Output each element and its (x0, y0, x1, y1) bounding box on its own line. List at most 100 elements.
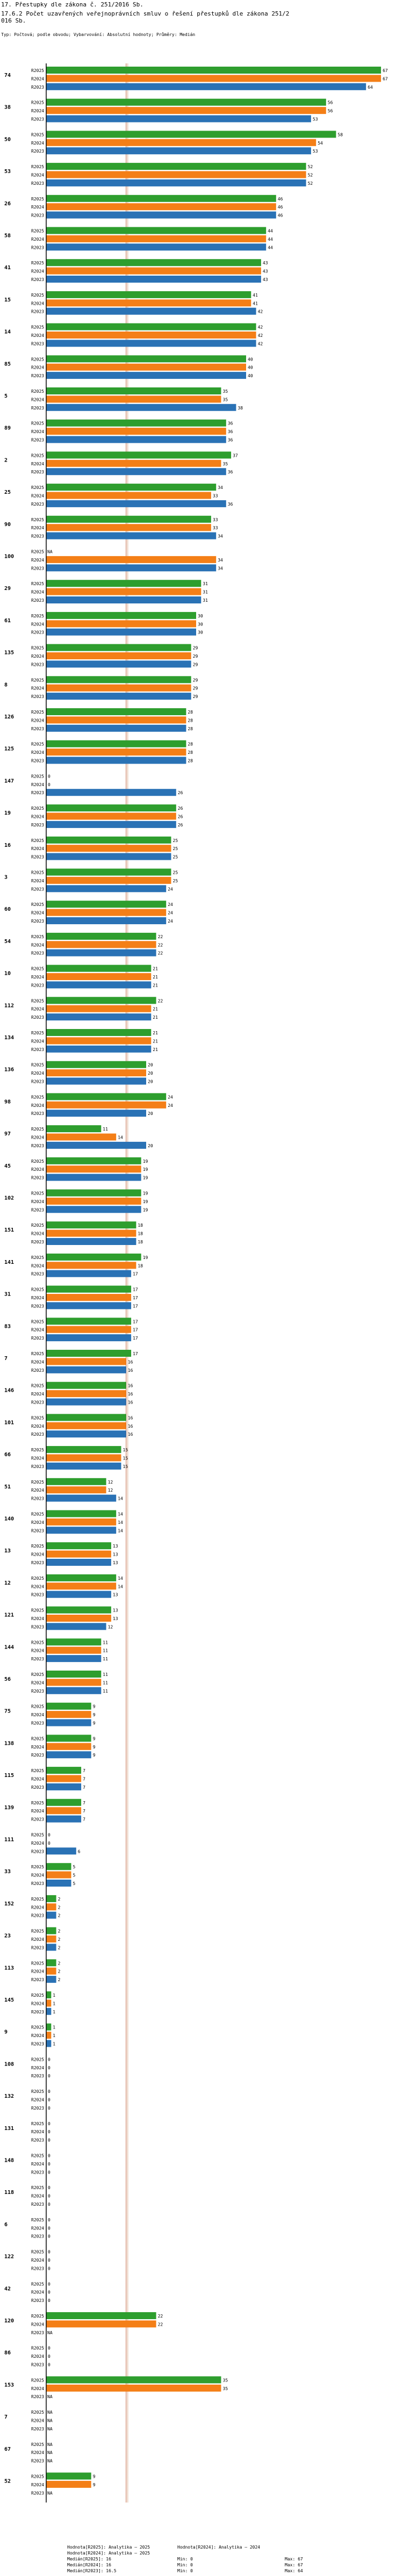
series-label: R2025 (31, 1865, 44, 1869)
value-label: 9 (93, 2474, 96, 2479)
bar (46, 1743, 91, 1750)
series-label: R2024 (31, 1809, 44, 1814)
value-label: 34 (218, 558, 223, 563)
value-label: 35 (223, 462, 228, 466)
value-label: 36 (228, 421, 233, 426)
series-label: R2023 (31, 2363, 44, 2368)
bar (46, 227, 267, 234)
value-label: 22 (158, 2314, 163, 2319)
series-label: R2023 (31, 1207, 44, 1212)
bar (46, 2384, 221, 2392)
legend-line: Hodnota[R2024]: Analytika – 2025 (67, 2551, 150, 2556)
bar (46, 1101, 167, 1109)
series-label: R2024 (31, 1167, 44, 1172)
value-label: 24 (168, 887, 173, 891)
bar (46, 1550, 111, 1558)
value-label: 54 (318, 141, 323, 146)
series-label: R2025 (31, 2089, 44, 2094)
value-label: 21 (153, 975, 158, 980)
value-label: 11 (103, 1640, 108, 1645)
bar (46, 163, 306, 170)
bar (46, 75, 382, 82)
series-label: R2024 (31, 1584, 44, 1589)
bar (46, 1013, 152, 1021)
series-label: R2025 (31, 2218, 44, 2222)
group-label: 51 (4, 1484, 11, 1490)
series-label: R2024 (31, 1937, 44, 1942)
bar (46, 596, 202, 603)
value-label: 25 (173, 838, 178, 843)
value-label: 0 (48, 2363, 51, 2368)
series-label: R2023 (31, 1080, 44, 1084)
group-label: 67 (4, 2447, 11, 2452)
value-label: 19 (143, 1159, 148, 1164)
group-label: 5 (4, 393, 8, 399)
series-label: R2025 (31, 2378, 44, 2383)
value-label: 21 (153, 1031, 158, 1035)
value-label: 0 (48, 2250, 51, 2255)
value-label: 0 (48, 2298, 51, 2303)
bar (46, 115, 311, 123)
value-label: 1 (53, 2025, 55, 2030)
value-label: 2 (58, 1929, 61, 1934)
bar (46, 981, 152, 989)
bar (46, 708, 186, 715)
bar (46, 419, 226, 427)
value-label: 9 (93, 1721, 96, 1726)
series-label: R2025 (31, 293, 44, 298)
value-label: 12 (108, 1624, 113, 1629)
value-label: 16 (128, 1424, 133, 1429)
series-label: R2023 (31, 470, 44, 474)
series-label: R2025 (31, 389, 44, 394)
value-label: 16 (128, 1368, 133, 1373)
bar (46, 716, 186, 724)
bar (46, 845, 171, 852)
series-label: R2023 (31, 694, 44, 699)
value-label: 9 (93, 1712, 96, 1717)
value-label: 30 (198, 622, 203, 627)
series-label: R2024 (31, 365, 44, 370)
group-label: 75 (4, 1709, 11, 1715)
group-label: 86 (4, 2350, 11, 2356)
bar (46, 67, 382, 74)
group-label: 10 (4, 971, 11, 977)
bar (46, 323, 256, 330)
bar (46, 1133, 117, 1141)
series-label: R2025 (31, 902, 44, 907)
series-label: R2024 (31, 1520, 44, 1525)
bar (46, 147, 311, 155)
series-label: R2023 (31, 1753, 44, 1758)
series-label: R2025 (31, 68, 44, 73)
bar (46, 1510, 117, 1517)
series-label: R2024 (31, 2386, 44, 2391)
value-label: 1 (53, 1993, 55, 1998)
bar (46, 484, 217, 491)
series-label: R2025 (31, 1287, 44, 1292)
series-label: R2023 (31, 1111, 44, 1116)
bar (46, 1623, 106, 1630)
value-label: 67 (383, 68, 388, 73)
group-label: 16 (4, 843, 11, 848)
legend-line: Min: 0 (177, 2568, 193, 2573)
series-label: R2025 (31, 453, 44, 458)
value-label: 7 (83, 1817, 85, 1822)
series-label: R2025 (31, 164, 44, 169)
na-label: NA (47, 2442, 53, 2447)
bar (46, 997, 156, 1004)
value-label: 41 (253, 301, 258, 306)
series-label: R2023 (31, 1432, 44, 1437)
bar (46, 107, 326, 114)
series-label: R2024 (31, 1039, 44, 1044)
legend-line (285, 2550, 303, 2556)
value-label: 14 (118, 1135, 123, 1140)
series-label: R2024 (31, 1616, 44, 1621)
bar (46, 1903, 56, 1911)
series-label: R2024 (31, 975, 44, 980)
value-label: 9 (93, 2483, 96, 2487)
bar (46, 2007, 52, 2015)
value-label: 6 (78, 1849, 81, 1854)
value-label: 29 (193, 678, 198, 682)
series-label: R2024 (31, 911, 44, 916)
value-label: 26 (178, 790, 183, 795)
value-label: 0 (48, 2074, 51, 2078)
